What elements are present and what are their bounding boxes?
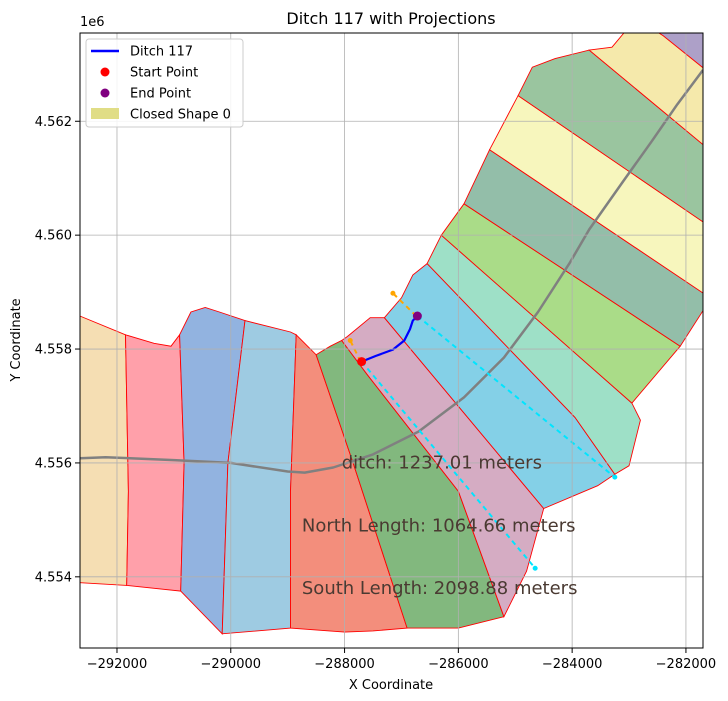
annotation-1: North Length: 1064.66 meters: [302, 515, 576, 536]
y-tick-label-4: 4.562: [35, 115, 72, 130]
legend-swatch-point-1: [100, 67, 110, 77]
legend-label-1: Start Point: [130, 66, 198, 81]
zone-polygon-10: [463, 149, 703, 347]
x-tick-label-0: −292000: [87, 657, 148, 672]
legend-label-0: Ditch 117: [130, 45, 193, 60]
x-tick-label-4: −284000: [542, 657, 603, 672]
y-tick-label-2: 4.558: [35, 343, 72, 358]
legend-label-2: End Point: [130, 87, 191, 102]
annotation-0: ditch: 1237.01 meters: [342, 453, 542, 474]
x-tick-label-5: −282000: [656, 657, 717, 672]
legend-label-3: Closed Shape 0: [130, 108, 231, 123]
zone-polygon-11: [489, 94, 703, 294]
chart-title: Ditch 117 with Projections: [286, 9, 495, 28]
plot-frame: [79, 32, 704, 649]
y-tick-label-3: 4.560: [35, 229, 72, 244]
projection-endpoint-2: [532, 565, 538, 571]
centerline: [80, 69, 703, 474]
x-tick-label-3: −286000: [428, 657, 489, 672]
plot-area: [80, 33, 703, 635]
x-axis-label: X Coordinate: [349, 678, 433, 693]
y-axis-label: Y Coordinate: [9, 298, 24, 382]
ditch-line: [361, 315, 419, 363]
legend: Ditch 117 Start Point End Point Closed Shap…: [85, 38, 244, 128]
zone-polygon-13: [588, 33, 703, 146]
x-tick-label-1: −290000: [201, 657, 262, 672]
y-tick-label-1: 4.556: [35, 456, 72, 471]
annotation-2: South Length: 2098.88 meters: [302, 578, 578, 599]
legend-swatch-point-2: [100, 88, 110, 98]
annotations: ditch: 1237.01 meters North Length: 1064.…: [302, 453, 578, 599]
projection-endpoint-0: [347, 338, 353, 343]
y-tick-label-0: 4.554: [35, 570, 72, 585]
legend-box: [85, 38, 244, 128]
zone-polygon-14: [658, 33, 703, 69]
ticks: −292000 −290000 −288000 −286000 −284000 −2820…: [35, 115, 716, 672]
legend-swatch-patch: [91, 108, 119, 119]
end-point-marker: [412, 311, 422, 321]
projection-endpoint-3: [612, 474, 618, 480]
south-projection-line-2: [416, 315, 616, 478]
north-projection-line-2: [392, 292, 417, 317]
y-offset-label: 1e6: [80, 15, 105, 30]
x-tick-label-2: −288000: [314, 657, 375, 672]
start-point-marker: [357, 357, 367, 367]
projection-endpoint-1: [390, 290, 396, 296]
zone-polygon-0: [80, 315, 129, 586]
